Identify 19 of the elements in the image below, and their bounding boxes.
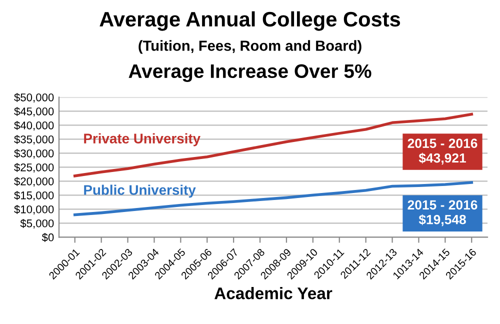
- y-tick-label: $40,000: [14, 120, 54, 131]
- y-tick-label: $5,000: [20, 218, 54, 229]
- chart-title: Average Annual College Costs: [100, 11, 400, 31]
- series-label: Private University: [84, 133, 200, 146]
- y-tick-label: $50,000: [14, 93, 54, 103]
- series-label: Public University: [84, 184, 196, 198]
- y-tick-label: $45,000: [14, 106, 54, 117]
- text: Average Increase Over 5%: [128, 64, 372, 82]
- annotation: 2015 - 2016 $43,921: [408, 138, 478, 165]
- y-tick-label: $0: [42, 232, 54, 242]
- y-tick-label: $10,000: [14, 204, 54, 215]
- annotation: 2015 - 2016 $19,548: [408, 200, 478, 226]
- y-tick-label: $35,000: [14, 134, 54, 145]
- x-axis-title: Academic Year: [214, 287, 332, 300]
- y-tick-label: $20,000: [14, 176, 54, 187]
- y-tick-label: $30,000: [14, 148, 54, 159]
- y-tick-label: $15,000: [14, 190, 54, 201]
- y-tick-label: $25,000: [14, 162, 54, 173]
- chart-subtitle: (Tuition, Fees, Room and Board): [138, 40, 362, 54]
